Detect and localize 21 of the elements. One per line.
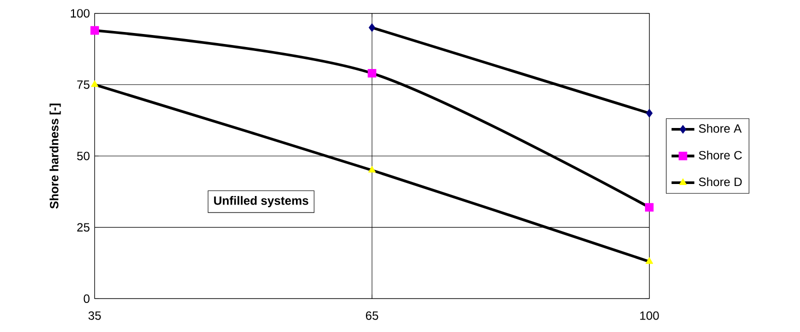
y-tick-label: 100 (70, 9, 90, 18)
legend-label: Shore D (698, 177, 742, 186)
y-tick-label: 0 (84, 294, 90, 303)
y-tick-label: 75 (77, 80, 90, 89)
y-tick-label: 50 (77, 152, 90, 160)
x-tick-label: 65 (366, 311, 378, 320)
point (645, 203, 654, 212)
y-tick-label: 25 (77, 223, 90, 232)
x-tick-label: 35 (88, 311, 101, 320)
point (646, 257, 654, 264)
point (368, 68, 376, 78)
y-axis-title: Shore hardness [-] (50, 104, 61, 209)
legend-label: Shore C (698, 150, 742, 160)
legend-label: Shore A (698, 124, 742, 133)
point (368, 23, 376, 32)
annotation: Unfilled systems (214, 196, 308, 208)
point (90, 80, 98, 87)
point (646, 108, 653, 118)
point (90, 26, 99, 35)
point (368, 166, 376, 173)
x-tick-label: 100 (640, 311, 659, 320)
